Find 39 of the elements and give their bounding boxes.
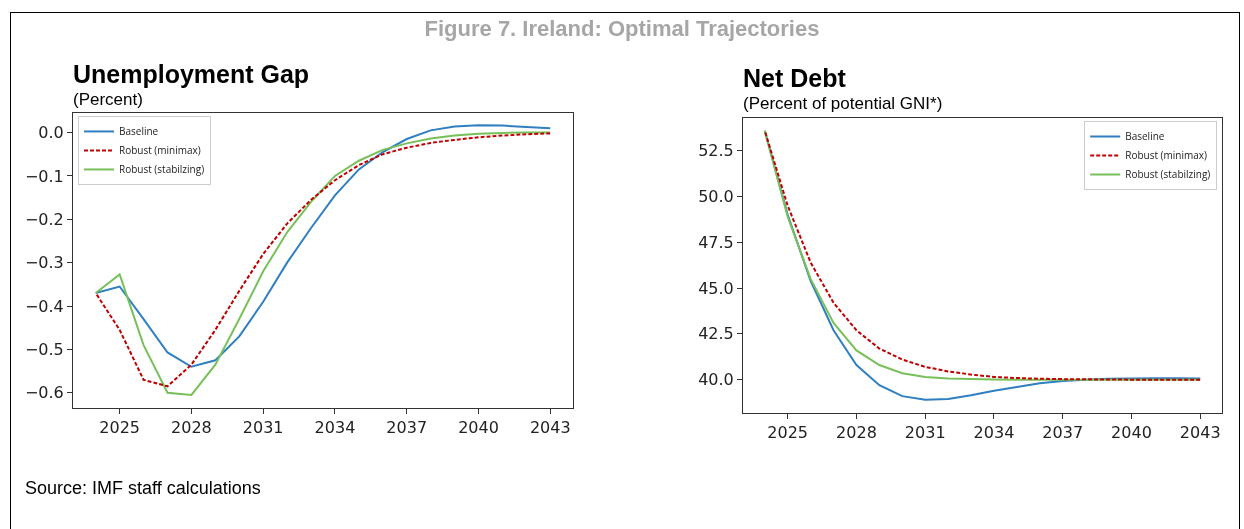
y-tick-label: −0.1 [24, 166, 64, 186]
x-tick-label: 2043 [1179, 423, 1221, 443]
x-tick-label: 2040 [458, 418, 499, 438]
x-tick-label: 2037 [1042, 423, 1084, 443]
x-tick-label: 2025 [99, 418, 141, 438]
y-tick-label: 50.0 [698, 187, 734, 207]
chart-title: Net Debt [743, 64, 846, 93]
legend-label: Robust (minimax) [1125, 148, 1208, 163]
x-tick-label: 2034 [973, 423, 1015, 443]
chart-subtitle: (Percent) [73, 90, 143, 110]
x-tick-label: 2031 [904, 423, 946, 443]
y-tick-label: 40.0 [698, 370, 734, 390]
source-note: Source: IMF staff calculations [25, 478, 261, 499]
x-tick-label: 2034 [314, 418, 356, 438]
x-tick-label: 2028 [171, 418, 212, 438]
x-tick-label: 2028 [836, 423, 877, 443]
legend-label: Robust (stabilzing) [1125, 167, 1211, 182]
legend-label: Robust (minimax) [119, 143, 201, 158]
y-tick-label: 0.0 [38, 123, 64, 143]
x-tick-label: 2031 [242, 418, 284, 438]
legend-label: Baseline [1125, 129, 1165, 144]
y-tick-label: −0.4 [24, 296, 64, 316]
y-tick-label: 42.5 [698, 324, 734, 344]
legend-label: Robust (stabilzing) [119, 162, 205, 177]
chart-subtitle: (Percent of potential GNI*) [743, 94, 943, 114]
chart-title: Unemployment Gap [73, 60, 310, 89]
y-tick-label: −0.2 [24, 209, 64, 229]
y-tick-label: −0.3 [24, 253, 64, 273]
legend-label: Baseline [119, 124, 159, 139]
caption: Figure 7. Ireland: Optimal Trajectories [423, 16, 821, 42]
y-tick-label: 45.0 [698, 278, 734, 298]
x-tick-label: 2043 [529, 418, 571, 438]
y-tick-label: −0.6 [24, 383, 64, 403]
y-tick-label: 52.5 [698, 141, 734, 161]
x-tick-label: 2040 [1111, 423, 1152, 443]
x-tick-label: 2025 [767, 423, 809, 443]
y-tick-label: −0.5 [24, 340, 64, 360]
x-tick-label: 2037 [386, 418, 428, 438]
y-tick-label: 47.5 [698, 232, 734, 252]
